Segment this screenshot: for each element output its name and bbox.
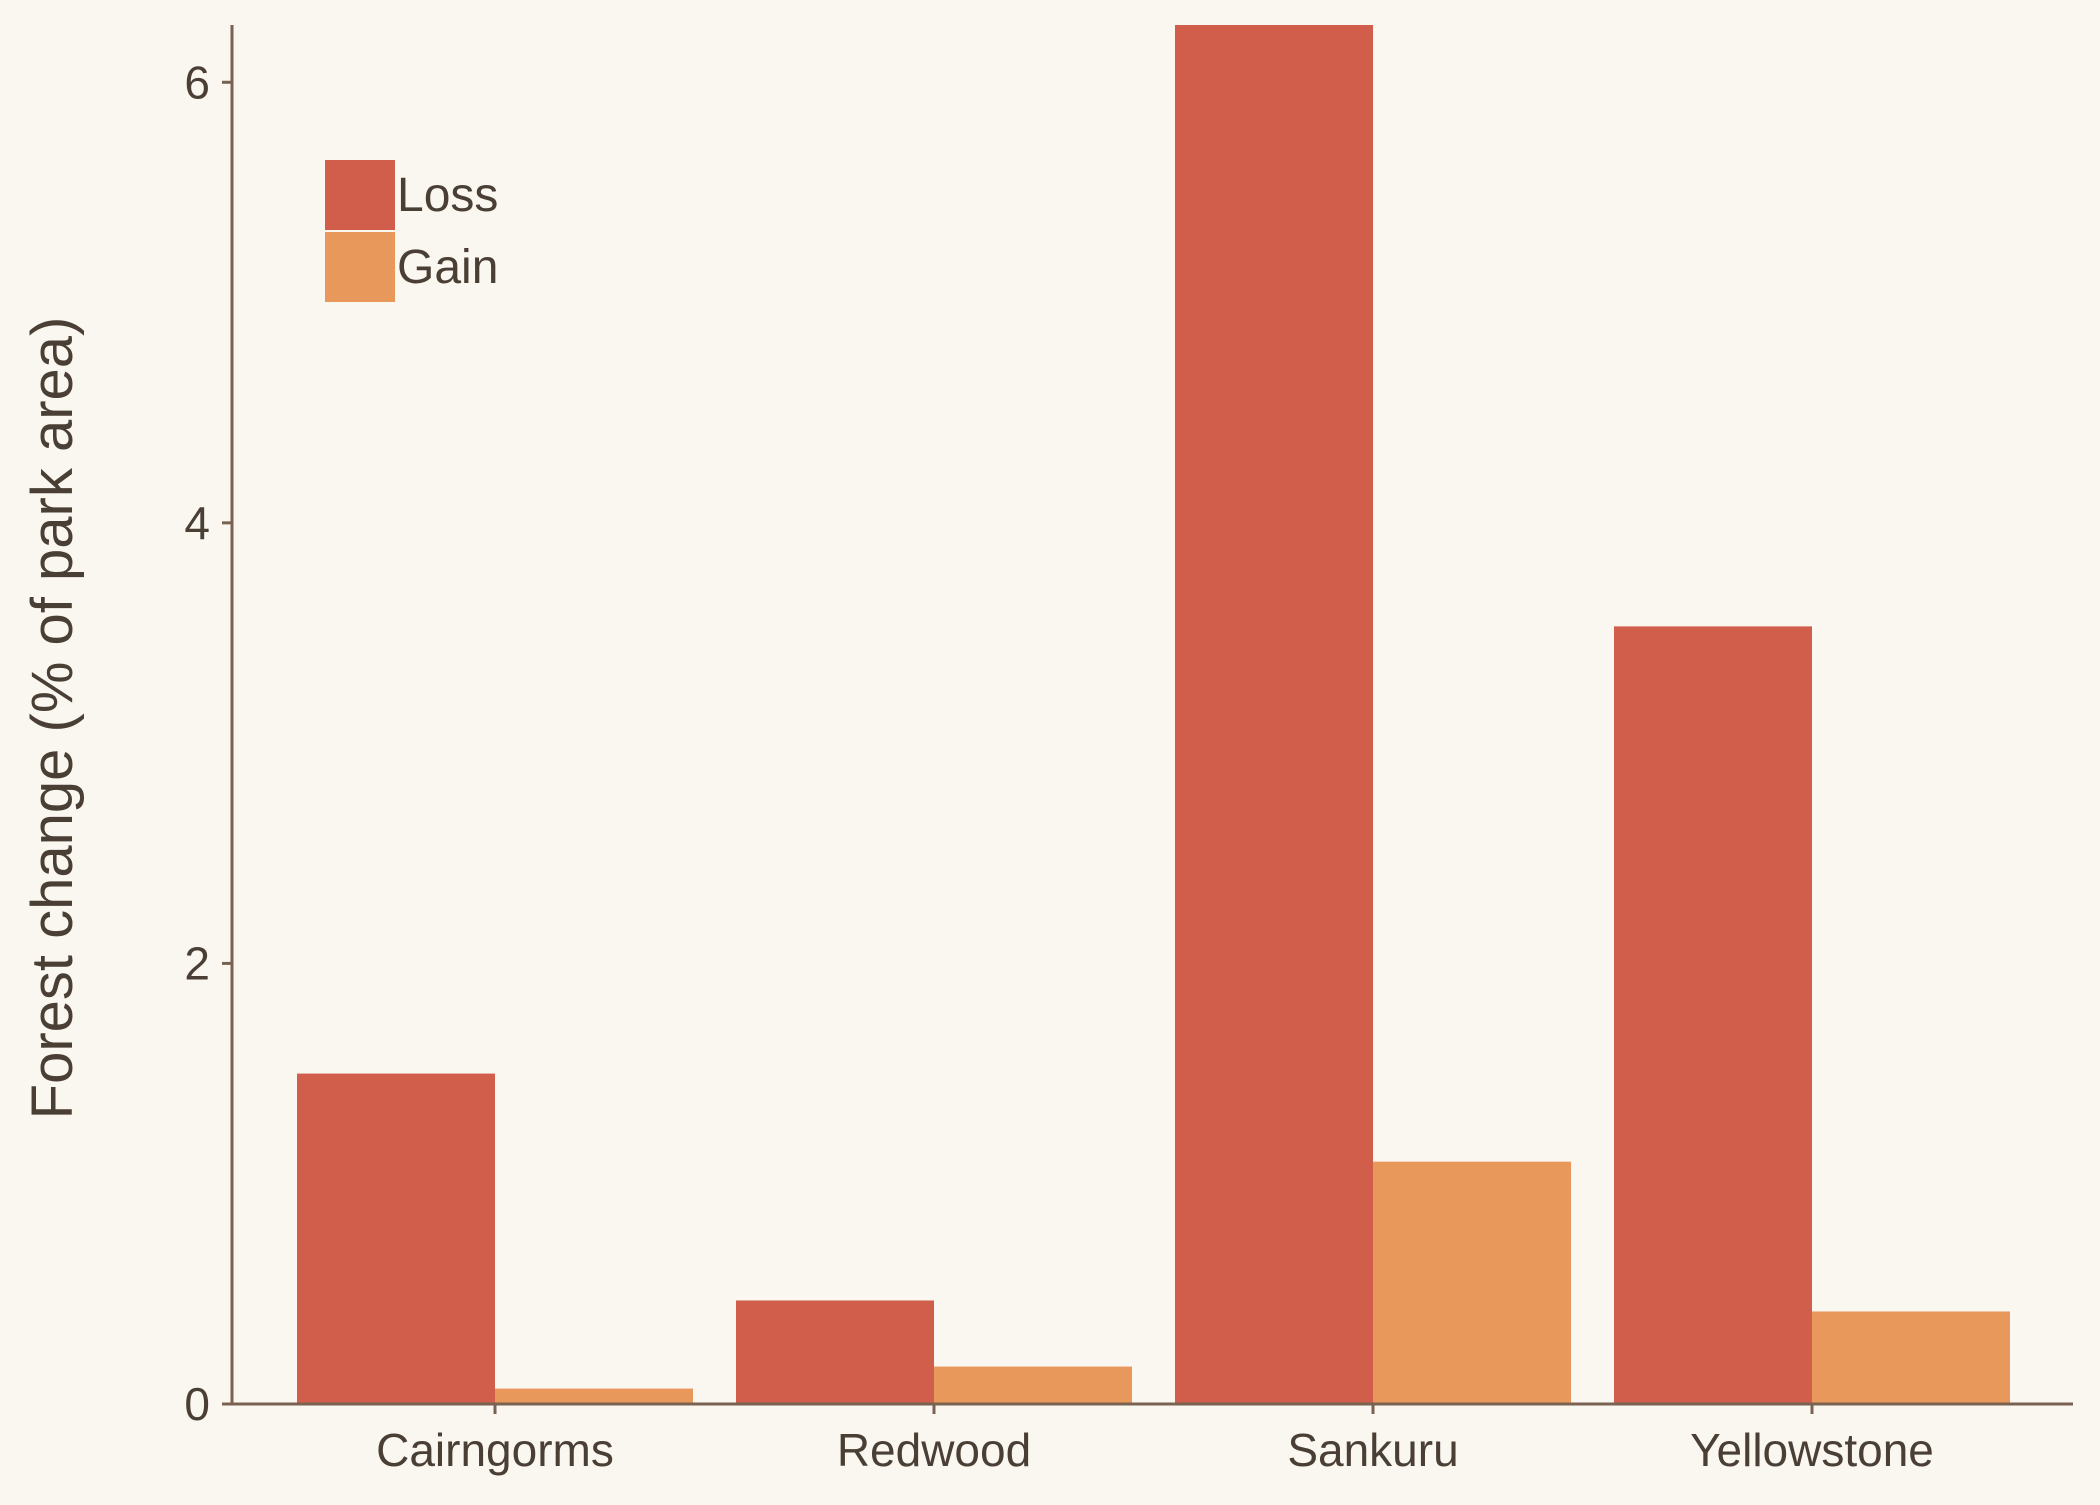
bar-loss-yellowstone [1614, 626, 1812, 1404]
y-tick-label: 0 [184, 1378, 210, 1430]
axes-layer [222, 25, 2073, 1406]
bar-gain-redwood [934, 1366, 1132, 1404]
y-axis-title: Forest change (% of park area) [20, 317, 85, 1120]
legend-label-loss: Loss [397, 169, 498, 222]
legend-swatch-gain [325, 232, 395, 302]
legend-swatch-loss [325, 160, 395, 230]
y-tick-label: 4 [184, 497, 210, 549]
bar-loss-sankuru [1175, 25, 1373, 1404]
bar-loss-cairngorms [297, 1073, 495, 1404]
bars-layer [297, 25, 2010, 1404]
x-tick-label: Cairngorms [376, 1424, 614, 1476]
y-tick-label: 6 [184, 56, 210, 108]
x-tick-label: Redwood [837, 1424, 1031, 1476]
ticks-layer: Cairngorms Redwood Sankuru Yellowstone 0 2 4 6 [184, 56, 1934, 1476]
legend-label-gain: Gain [397, 241, 498, 294]
y-tick-label: 2 [184, 937, 210, 989]
bar-loss-redwood [736, 1300, 934, 1404]
legend: Loss Gain [325, 160, 498, 302]
bar-gain-cairngorms [495, 1388, 693, 1404]
x-tick-label: Sankuru [1287, 1424, 1458, 1476]
bar-gain-sankuru [1373, 1161, 1571, 1404]
bar-gain-yellowstone [1812, 1311, 2010, 1404]
x-tick-label: Yellowstone [1690, 1424, 1934, 1476]
